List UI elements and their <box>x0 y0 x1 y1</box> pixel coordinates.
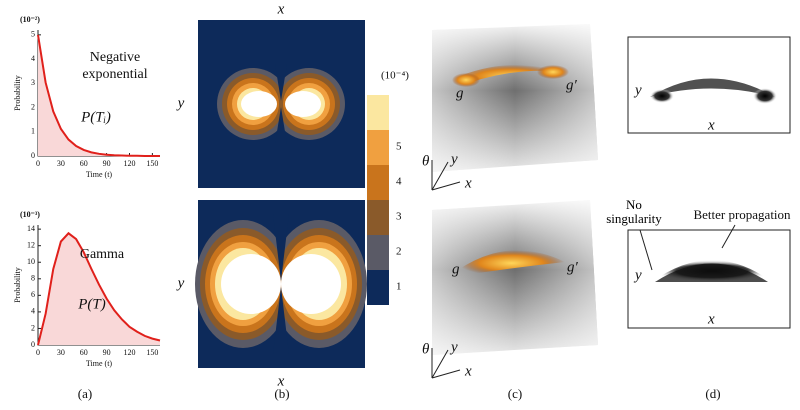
point-label: g <box>452 261 460 277</box>
colorbar-tick-label: 5 <box>396 141 402 153</box>
y-tick-label: 8 <box>31 274 35 283</box>
colorbar-tick-label: 2 <box>396 246 402 258</box>
annotation: P(Tᵢ) <box>80 109 111 125</box>
y-tick-label: 4 <box>31 307 35 316</box>
volume-bottom <box>432 200 598 355</box>
axis-label: θ <box>422 153 430 169</box>
y-tick-label: 4 <box>31 54 35 63</box>
x-tick-label: 120 <box>124 159 136 168</box>
point-label: g′ <box>567 259 579 275</box>
x-tick-label: 150 <box>146 159 158 168</box>
y-tick-label: 10 <box>27 257 35 266</box>
axis-label: y <box>633 267 642 283</box>
y-tick-label: 2 <box>31 102 35 111</box>
axis-label: x <box>707 117 715 133</box>
axis-label: x <box>464 363 472 379</box>
y-tick-label: 2 <box>31 323 35 332</box>
y-unit: (10⁻²) <box>20 15 40 24</box>
line <box>37 34 160 157</box>
colorbar-tick-label: 1 <box>396 281 402 293</box>
annotation: P(T) <box>77 296 106 312</box>
y-tick-label: 6 <box>31 290 35 299</box>
colorbar <box>367 95 389 305</box>
colorbar-unit: (10⁻⁴) <box>381 70 409 82</box>
x-tick-label: 0 <box>36 159 40 168</box>
axis-label: x <box>707 311 715 327</box>
panel-label: (b) <box>274 386 289 401</box>
x-tick-label: 60 <box>80 348 88 357</box>
y-tick-label: 5 <box>31 30 35 39</box>
y-tick-label: 0 <box>31 151 35 160</box>
x-tick-label: 90 <box>103 159 111 168</box>
annotation: No singularity <box>606 198 662 226</box>
panel-label: (c) <box>508 386 522 401</box>
annotation: Better propagation <box>693 207 791 222</box>
x-tick-label: 90 <box>103 348 111 357</box>
y-tick-label: 12 <box>27 241 35 250</box>
axis-label: x <box>277 373 285 389</box>
axis-label: θ <box>422 341 430 357</box>
chart-title: Gamma <box>80 247 125 262</box>
panel-label: (a) <box>78 386 92 401</box>
axis-label: x <box>277 1 285 17</box>
point-label: g <box>456 85 464 101</box>
shape-top <box>650 78 775 97</box>
area <box>38 34 160 156</box>
chart-title: Negative exponential <box>82 50 147 82</box>
colorbar-tick-label: 4 <box>396 176 402 188</box>
x-tick-label: 120 <box>124 348 136 357</box>
axis-label: y <box>449 151 458 167</box>
axis-label: y <box>449 339 458 355</box>
axis-label: x <box>464 175 472 191</box>
contour-bottom <box>195 200 367 368</box>
area <box>38 233 160 345</box>
y-unit: (10⁻³) <box>20 210 40 219</box>
point-label: g′ <box>566 77 578 93</box>
colorbar-tick-label: 3 <box>396 211 402 223</box>
x-tick-label: 30 <box>57 348 65 357</box>
axis-label: y <box>176 275 185 291</box>
x-tick-label: 60 <box>80 159 88 168</box>
y-axis-label: Probability <box>13 75 22 111</box>
x-tick-label: 30 <box>57 159 65 168</box>
line <box>37 231 161 346</box>
axis-label: y <box>176 95 185 111</box>
y-axis-label: Probability <box>13 267 22 303</box>
axis-label: y <box>633 82 642 98</box>
volume-top <box>432 24 598 172</box>
panel-label: (d) <box>705 386 720 401</box>
x-tick-label: 150 <box>146 348 158 357</box>
y-tick-label: 3 <box>31 78 35 87</box>
contour-top <box>198 20 365 188</box>
y-tick-label: 14 <box>27 224 35 233</box>
axes-icon <box>431 160 461 379</box>
x-tick-label: 0 <box>36 348 40 357</box>
arrow <box>639 224 736 271</box>
y-tick-label: 1 <box>31 127 35 136</box>
x-axis-label: Time (t) <box>86 359 112 368</box>
y-tick-label: 0 <box>31 340 35 349</box>
x-axis-label: Time (t) <box>86 170 112 179</box>
